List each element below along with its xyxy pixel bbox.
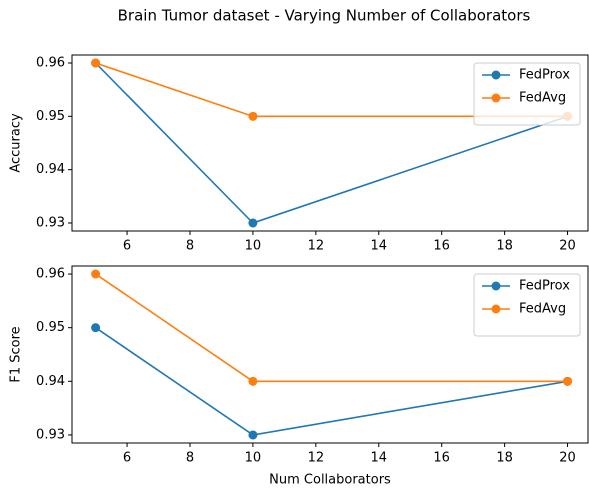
x-tick-label: 20 xyxy=(559,239,576,254)
legend-label: FedAvg xyxy=(519,91,566,106)
data-point xyxy=(248,111,258,121)
y-tick-label: 0.95 xyxy=(36,320,65,335)
x-tick-label: 6 xyxy=(123,451,131,466)
x-axis-label: Num Collaborators xyxy=(269,473,391,488)
y-tick-label: 0.96 xyxy=(36,267,65,282)
axes-frame xyxy=(71,54,589,232)
figure-title: Brain Tumor dataset - Varying Number of … xyxy=(118,7,531,25)
x-tick-label: 20 xyxy=(559,451,576,466)
x-tick-label: 16 xyxy=(433,451,450,466)
x-tick-label: 10 xyxy=(245,239,262,254)
x-tick-label: 16 xyxy=(433,239,450,254)
y-axis-label: F1 Score xyxy=(9,326,24,382)
y-tick-label: 0.94 xyxy=(36,374,65,389)
x-tick-label: 12 xyxy=(308,451,325,466)
legend-label: FedProx xyxy=(519,68,570,83)
legend-box xyxy=(473,273,581,337)
data-point xyxy=(563,376,573,386)
legend-box xyxy=(473,62,581,126)
data-point xyxy=(91,269,101,279)
data-point xyxy=(248,430,258,440)
data-point xyxy=(248,218,258,228)
x-tick-label: 10 xyxy=(245,451,262,466)
x-tick-label: 8 xyxy=(186,451,194,466)
data-point xyxy=(91,58,101,68)
y-tick-label: 0.93 xyxy=(36,216,65,231)
x-tick-label: 14 xyxy=(370,451,387,466)
legend-marker xyxy=(491,304,501,314)
y-tick-label: 0.93 xyxy=(36,427,65,442)
data-point xyxy=(91,323,101,333)
y-axis-label: Accuracy xyxy=(9,113,24,173)
legend-label: FedAvg xyxy=(519,302,566,317)
x-tick-label: 14 xyxy=(370,239,387,254)
x-tick-label: 8 xyxy=(186,239,194,254)
y-tick-label: 0.94 xyxy=(36,162,65,177)
data-point xyxy=(248,376,258,386)
y-tick-label: 0.95 xyxy=(36,109,65,124)
legend-marker xyxy=(491,93,501,103)
x-tick-label: 6 xyxy=(123,239,131,254)
y-tick-label: 0.96 xyxy=(36,56,65,71)
x-tick-label: 18 xyxy=(496,451,513,466)
legend-label: FedProx xyxy=(519,279,570,294)
x-tick-label: 12 xyxy=(308,239,325,254)
axes-frame xyxy=(71,265,589,444)
legend-marker xyxy=(491,70,501,80)
legend-marker xyxy=(491,281,501,291)
x-tick-label: 18 xyxy=(496,239,513,254)
